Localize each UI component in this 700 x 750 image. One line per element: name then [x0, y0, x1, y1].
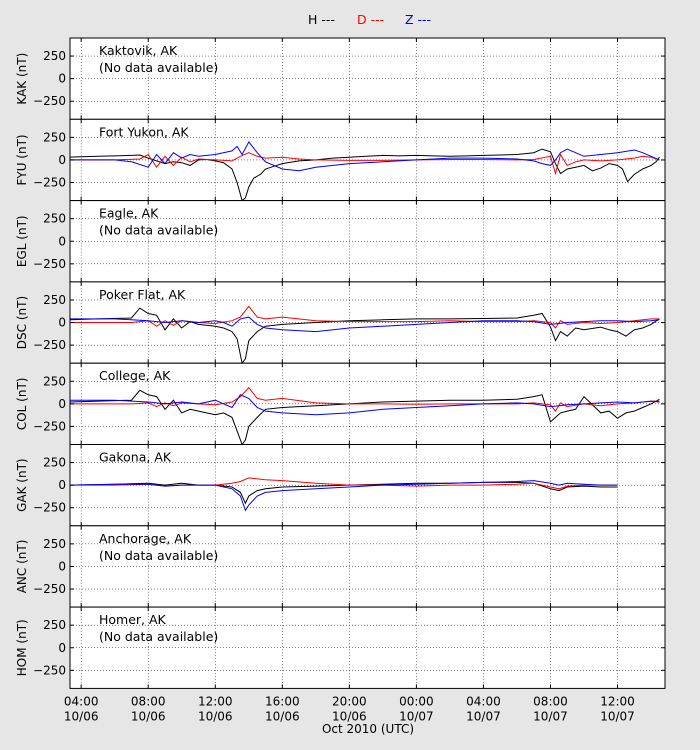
- x-axis-label: Oct 2010 (UTC): [322, 722, 414, 736]
- series-line-h: [70, 148, 660, 201]
- x-tick-label-date: 10/06: [265, 709, 300, 723]
- series-line-z: [70, 316, 660, 333]
- series-group: [70, 305, 660, 364]
- y-tick-label: −250: [33, 501, 66, 515]
- x-tick-label-date: 10/06: [198, 709, 233, 723]
- y-tick-label: 0: [58, 397, 66, 411]
- legend-entry-z: Z ---: [405, 12, 431, 27]
- series-line-z: [70, 394, 660, 416]
- series-line-h: [70, 481, 618, 505]
- x-tick-label-date: 10/07: [533, 709, 568, 723]
- station-label: Homer, AK: [99, 612, 167, 627]
- no-data-label: (No data available): [99, 548, 218, 563]
- panel-gak: 250 0 −250 GAK (nT) Gakona, AK: [15, 444, 666, 527]
- panel-col: 250 0 −250 COL (nT) College, AK: [15, 362, 666, 446]
- x-tick-label-date: 10/06: [332, 709, 367, 723]
- y-axis-label: KAK (nT): [15, 53, 29, 105]
- y-tick-label: −250: [33, 663, 66, 677]
- station-label: Eagle, AK: [99, 206, 159, 221]
- y-axis-label: GAK (nT): [15, 458, 29, 512]
- panel-anc: 250 0 −250 ANC (nT) Anchorage, AK (No data av…: [15, 525, 666, 608]
- y-axis-label: DSC (nT): [15, 296, 29, 349]
- y-tick-label: 250: [43, 456, 66, 470]
- x-tick-label-time: 20:00: [332, 694, 367, 708]
- station-label: Gakona, AK: [99, 450, 172, 465]
- y-tick-label: 250: [43, 374, 66, 388]
- station-label: Kaktovik, AK: [99, 43, 178, 58]
- x-tick-label-date: 10/06: [131, 709, 166, 723]
- station-label: Anchorage, AK: [99, 531, 192, 546]
- x-tick-label-date: 10/07: [600, 709, 635, 723]
- x-tick-label-time: 16:00: [265, 694, 300, 708]
- series-line-d: [70, 386, 660, 412]
- x-tick-label-time: 12:00: [600, 694, 635, 708]
- no-data-label: (No data available): [99, 60, 218, 75]
- y-tick-label: 0: [58, 559, 66, 573]
- series-line-d: [70, 152, 660, 176]
- x-tick-label-time: 04:00: [466, 694, 501, 708]
- y-tick-label: 0: [58, 72, 66, 86]
- x-tick-label-date: 10/06: [64, 709, 99, 723]
- y-tick-label: 250: [43, 212, 66, 226]
- no-data-label: (No data available): [99, 223, 218, 238]
- y-tick-label: 0: [58, 316, 66, 330]
- y-axis-label: COL (nT): [15, 378, 29, 431]
- y-tick-label: −250: [33, 338, 66, 352]
- panel-dsc: 250 0 −250 DSC (nT) Poker Flat, AK: [15, 281, 666, 364]
- panel-fyu: 250 0 −250 FYU (nT) Fort Yukon, AK: [15, 118, 666, 202]
- y-tick-label: −250: [33, 94, 66, 108]
- y-tick-label: 250: [43, 618, 66, 632]
- y-tick-label: 0: [58, 478, 66, 492]
- y-axis-label: ANC (nT): [15, 540, 29, 594]
- series-group: [70, 386, 660, 445]
- y-axis-label: EGL (nT): [15, 215, 29, 267]
- legend: H --- D --- Z ---: [308, 12, 431, 27]
- station-label: Poker Flat, AK: [99, 287, 186, 302]
- y-tick-label: 0: [58, 153, 66, 167]
- x-tick-label-time: 04:00: [64, 694, 99, 708]
- y-tick-label: 250: [43, 49, 66, 63]
- y-tick-label: −250: [33, 419, 66, 433]
- x-axis-tick-labels: 04:0010/0608:0010/0612:0010/0616:0010/06…: [64, 694, 635, 723]
- x-tick-label-time: 00:00: [399, 694, 434, 708]
- y-tick-label: −250: [33, 582, 66, 596]
- series-line-z: [70, 480, 618, 512]
- x-tick-label-time: 08:00: [131, 694, 166, 708]
- series-line-z: [70, 140, 660, 172]
- x-tick-label-date: 10/07: [466, 709, 501, 723]
- panel-hom: 250 0 −250 HOM (nT) Homer, AK (No data availa…: [15, 606, 666, 689]
- panel-egl: 250 0 −250 EGL (nT) Eagle, AK (No data availa…: [15, 200, 666, 283]
- series-group: [70, 140, 660, 201]
- x-tick-label-time: 08:00: [533, 694, 568, 708]
- y-axis-label: HOM (nT): [15, 619, 29, 676]
- y-tick-label: 250: [43, 293, 66, 307]
- panel-kak: 250 0 −250 KAK (nT) Kaktovik, AK (No data ava…: [15, 37, 666, 120]
- y-tick-label: 250: [43, 537, 66, 551]
- station-label: Fort Yukon, AK: [99, 124, 189, 139]
- x-tick-label-date: 10/07: [399, 709, 434, 723]
- y-tick-label: −250: [33, 176, 66, 190]
- series-group: [70, 477, 618, 512]
- station-label: College, AK: [99, 368, 171, 383]
- no-data-label: (No data available): [99, 629, 218, 644]
- series-line-d: [70, 305, 660, 329]
- y-tick-label: 250: [43, 130, 66, 144]
- legend-entry-d: D ---: [357, 12, 384, 27]
- y-tick-label: 0: [58, 641, 66, 655]
- y-tick-label: 0: [58, 234, 66, 248]
- x-tick-label-time: 12:00: [198, 694, 233, 708]
- y-axis-label: FYU (nT): [15, 134, 29, 185]
- y-tick-label: −250: [33, 257, 66, 271]
- legend-entry-h: H ---: [308, 12, 335, 27]
